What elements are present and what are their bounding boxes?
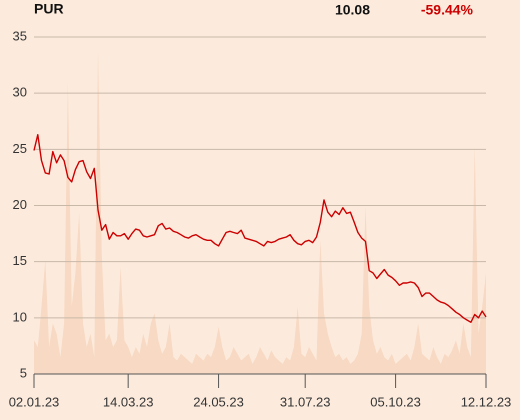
x-tick-label: 14.03.23 bbox=[103, 394, 154, 409]
y-tick-label: 20 bbox=[13, 197, 27, 212]
y-tick-label: 5 bbox=[20, 365, 27, 380]
change: -59.44% bbox=[421, 2, 474, 18]
price-line bbox=[33, 134, 487, 323]
x-tick-label: 02.01.23 bbox=[9, 394, 60, 409]
price: 10.08 bbox=[335, 2, 370, 18]
ticker: PUR bbox=[34, 1, 64, 17]
volume-area bbox=[34, 47, 486, 374]
x-tick-label: 24.05.23 bbox=[193, 394, 244, 409]
y-tick-label: 25 bbox=[13, 141, 27, 156]
x-tick-label: 31.07.23 bbox=[280, 394, 331, 409]
y-tick-label: 30 bbox=[13, 85, 27, 100]
y-tick-label: 35 bbox=[13, 28, 27, 43]
y-tick-label: 15 bbox=[13, 253, 27, 268]
x-tick-label: 05.10.23 bbox=[370, 394, 421, 409]
y-tick-label: 10 bbox=[13, 309, 27, 324]
x-tick-label: 12.12.23 bbox=[461, 394, 512, 409]
